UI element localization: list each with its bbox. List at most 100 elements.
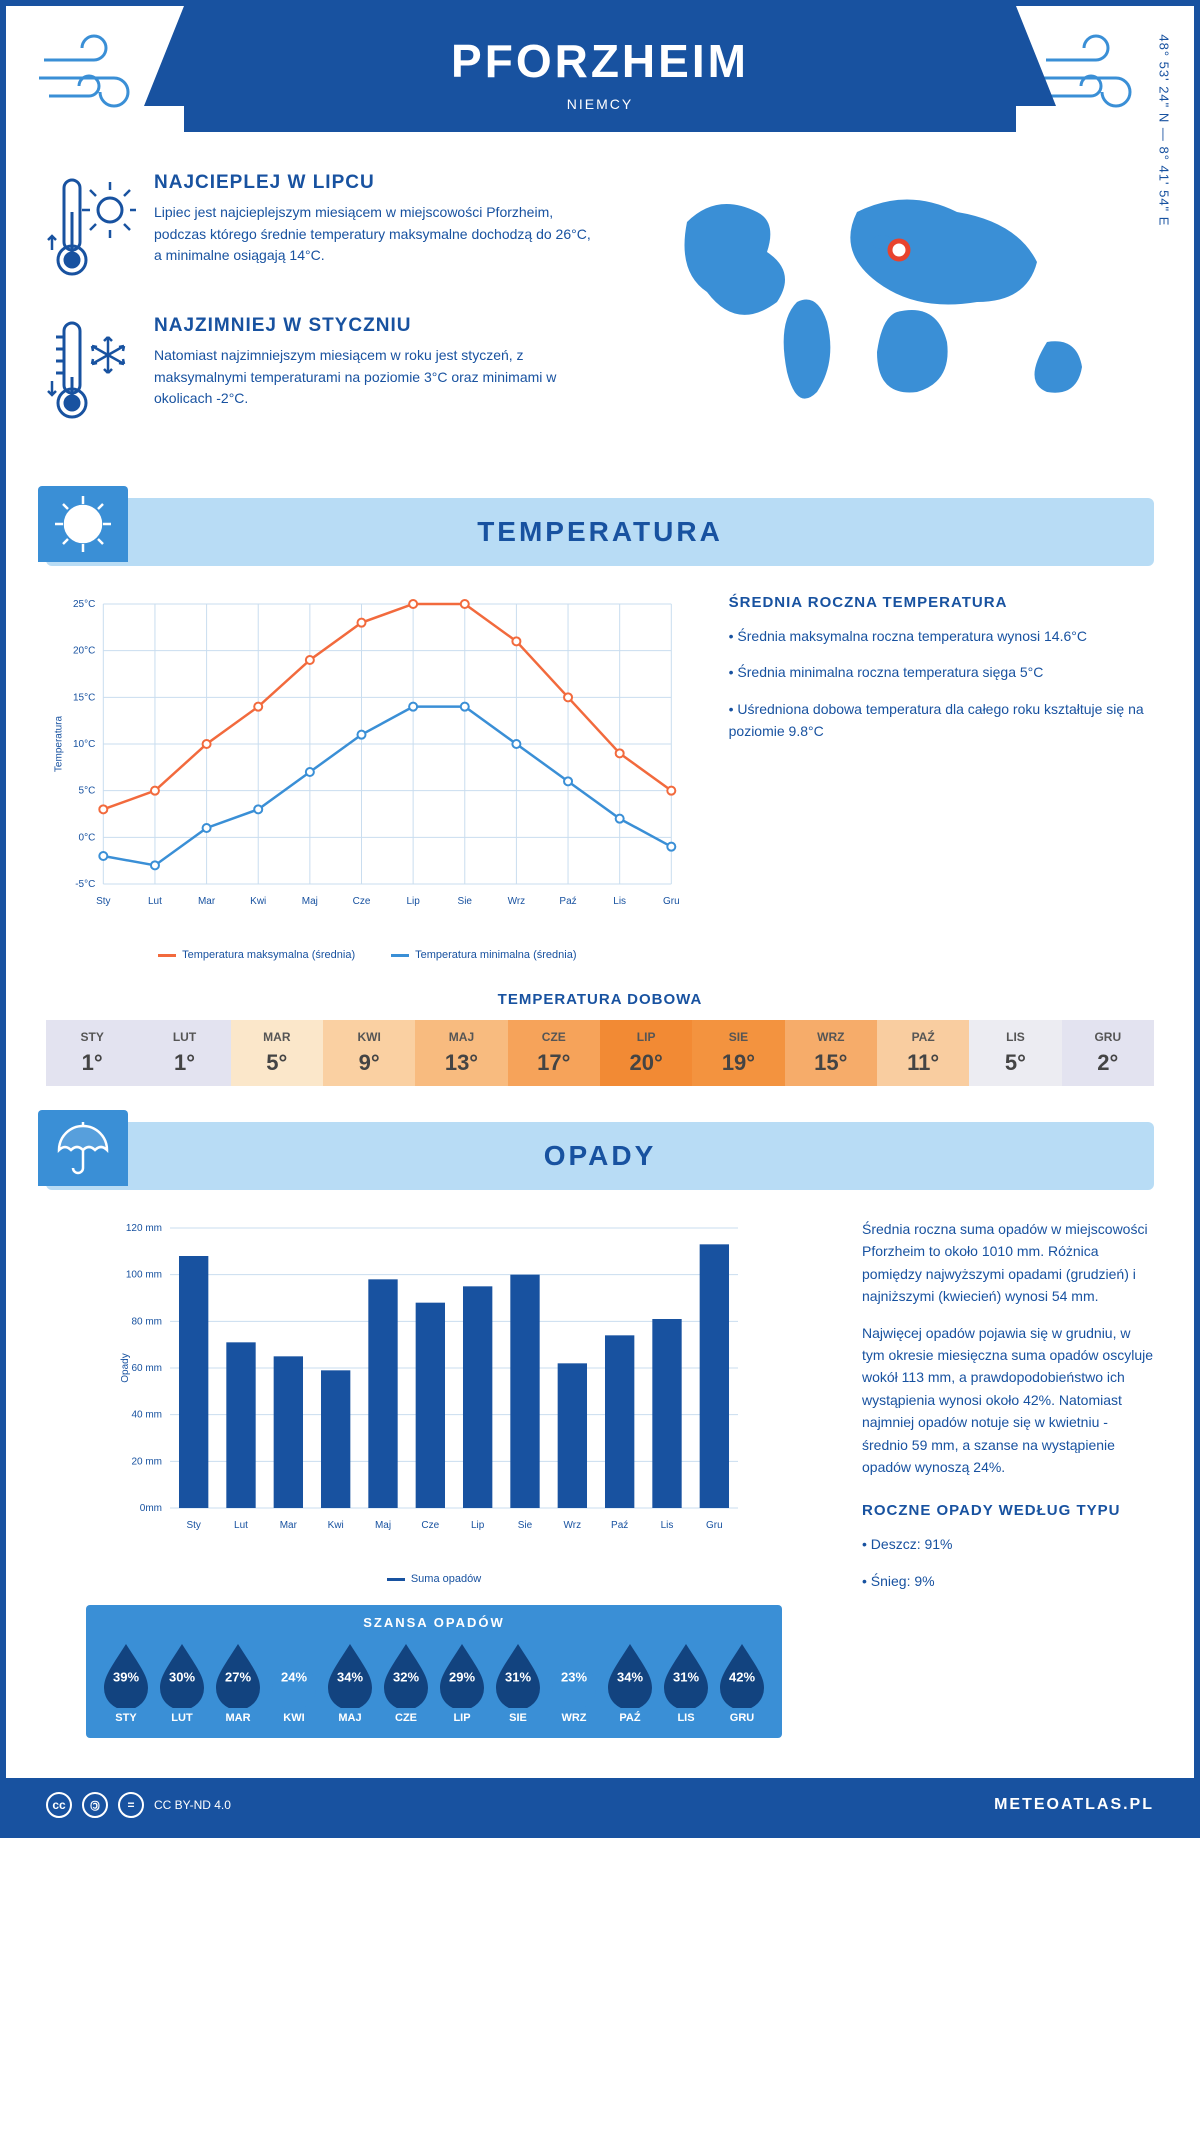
rain-drop: 23%WRZ [546,1640,602,1724]
umbrella-icon [38,1110,128,1186]
rain-drop: 30%LUT [154,1640,210,1724]
precip-legend: Suma opadów [46,1573,822,1585]
temperature-chart: -5°C0°C5°C10°C15°C20°C25°CStyLutMarKwiMa… [46,594,689,961]
city-name: PFORZHEIM [184,34,1016,88]
rain-chance-title: SZANSA OPADÓW [86,1615,782,1630]
rain-drop: 31%LIS [658,1640,714,1724]
precip-type-title: ROCZNE OPADY WEDŁUG TYPU [862,1502,1154,1519]
rain-drop: 29%LIP [434,1640,490,1724]
rain-drop: 24%KWI [266,1640,322,1724]
thermometer-hot-icon [46,172,136,287]
svg-text:Sty: Sty [186,1520,200,1531]
daily-cell: PAŹ11° [877,1020,969,1086]
warmest-block: NAJCIEPLEJ W LIPCU Lipiec jest najcieple… [46,172,600,287]
svg-text:Paź: Paź [611,1520,628,1531]
svg-text:25°C: 25°C [73,599,95,610]
svg-text:Gru: Gru [706,1520,723,1531]
daily-cell: LIP20° [600,1020,692,1086]
svg-text:Lis: Lis [661,1520,674,1531]
warmest-text: Lipiec jest najcieplejszym miesiącem w m… [154,202,600,267]
warmest-title: NAJCIEPLEJ W LIPCU [154,172,600,194]
svg-text:Mar: Mar [198,896,216,907]
daily-temp-title: TEMPERATURA DOBOWA [46,991,1154,1008]
svg-text:0mm: 0mm [140,1503,162,1514]
rain-drop: 39%STY [98,1640,154,1724]
svg-text:40 mm: 40 mm [131,1410,162,1421]
country-name: NIEMCY [184,96,1016,112]
daily-cell: MAJ13° [415,1020,507,1086]
svg-text:Temperatura: Temperatura [53,715,64,772]
svg-text:Maj: Maj [302,896,318,907]
daily-cell: MAR5° [231,1020,323,1086]
precipitation-section-bar: OPADY [46,1122,1154,1190]
svg-text:Kwi: Kwi [250,896,266,907]
daily-cell: STY1° [46,1020,138,1086]
temperature-title: TEMPERATURA [46,516,1154,548]
svg-text:120 mm: 120 mm [126,1223,162,1234]
svg-text:Mar: Mar [280,1520,298,1531]
temp-summary-title: ŚREDNIA ROCZNA TEMPERATURA [729,594,1154,611]
temp-legend: Temperatura maksymalna (średnia) Tempera… [46,949,689,961]
daily-cell: KWI9° [323,1020,415,1086]
coldest-text: Natomiast najzimniejszym miesiącem w rok… [154,345,600,410]
coordinates: 48° 53' 24" N — 8° 41' 54" E [1157,34,1172,226]
daily-cell: WRZ15° [785,1020,877,1086]
svg-text:Paź: Paź [559,896,576,907]
svg-text:Lis: Lis [613,896,626,907]
brand: METEOATLAS.PL [994,1796,1154,1814]
rain-drop: 34%PAŹ [602,1640,658,1724]
rain-drop: 31%SIE [490,1640,546,1724]
svg-text:60 mm: 60 mm [131,1363,162,1374]
world-map: 48° 53' 24" N — 8° 41' 54" E [640,172,1154,458]
svg-text:Lip: Lip [471,1520,485,1531]
svg-text:Sie: Sie [458,896,473,907]
svg-text:Opady: Opady [120,1353,131,1382]
rain-drop: 34%MAJ [322,1640,378,1724]
precipitation-title: OPADY [46,1140,1154,1172]
temperature-summary: ŚREDNIA ROCZNA TEMPERATURA • Średnia mak… [729,594,1154,961]
by-icon: 🄯 [82,1792,108,1818]
header-banner: PFORZHEIM NIEMCY [184,6,1016,132]
svg-text:Gru: Gru [663,896,680,907]
svg-text:-5°C: -5°C [75,879,95,890]
license: cc 🄯 = CC BY-ND 4.0 [46,1792,231,1818]
nd-icon: = [118,1792,144,1818]
svg-text:Lut: Lut [234,1520,248,1531]
svg-text:Kwi: Kwi [328,1520,344,1531]
svg-text:80 mm: 80 mm [131,1316,162,1327]
svg-text:5°C: 5°C [79,786,96,797]
precipitation-summary: Średnia roczna suma opadów w miejscowośc… [862,1218,1154,1738]
svg-text:Lut: Lut [148,896,162,907]
daily-cell: LUT1° [138,1020,230,1086]
coldest-title: NAJZIMNIEJ W STYCZNIU [154,315,600,337]
sun-icon [38,486,128,562]
cc-icon: cc [46,1792,72,1818]
svg-text:Cze: Cze [421,1520,439,1531]
svg-text:10°C: 10°C [73,739,95,750]
rain-drop: 27%MAR [210,1640,266,1724]
svg-text:Lip: Lip [406,896,420,907]
rain-drop: 42%GRU [714,1640,770,1724]
svg-text:100 mm: 100 mm [126,1270,162,1281]
svg-text:0°C: 0°C [79,832,96,843]
intro-section: NAJCIEPLEJ W LIPCU Lipiec jest najcieple… [6,132,1194,488]
svg-text:20°C: 20°C [73,646,95,657]
daily-temp-table: STY1°LUT1°MAR5°KWI9°MAJ13°CZE17°LIP20°SI… [46,1020,1154,1086]
daily-cell: GRU2° [1062,1020,1154,1086]
precipitation-chart: 0mm 20 mm 40 mm 60 mm 80 mm 100 mm 120 mm Sty Lu… [46,1218,822,1738]
svg-text:Sie: Sie [518,1520,533,1531]
svg-text:Wrz: Wrz [508,896,526,907]
svg-text:Cze: Cze [353,896,371,907]
thermometer-cold-icon [46,315,136,430]
svg-text:20 mm: 20 mm [131,1456,162,1467]
coldest-block: NAJZIMNIEJ W STYCZNIU Natomiast najzimni… [46,315,600,430]
rain-chance-panel: SZANSA OPADÓW 39%STY30%LUT27%MAR24%KWI34… [86,1605,782,1738]
svg-text:Maj: Maj [375,1520,391,1531]
svg-text:15°C: 15°C [73,692,95,703]
temperature-section-bar: TEMPERATURA [46,498,1154,566]
svg-text:Wrz: Wrz [564,1520,582,1531]
footer: cc 🄯 = CC BY-ND 4.0 METEOATLAS.PL [6,1778,1194,1832]
daily-cell: LIS5° [969,1020,1061,1086]
infographic-container: PFORZHEIM NIEMCY NAJCIEPLEJ W LIPCU Lipi… [0,0,1200,1838]
daily-cell: SIE19° [692,1020,784,1086]
